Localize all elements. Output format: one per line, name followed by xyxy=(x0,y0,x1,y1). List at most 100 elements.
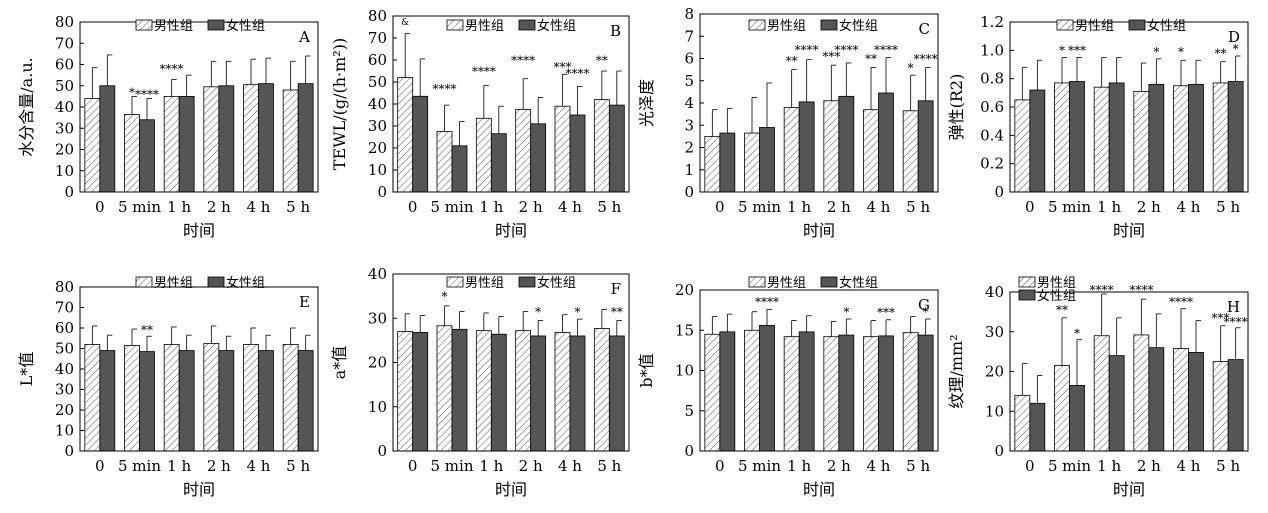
axes-frame xyxy=(392,15,630,193)
legend-swatch-male xyxy=(748,19,766,31)
bar-female xyxy=(490,133,507,193)
x-axis-title: 时间 xyxy=(803,480,835,499)
bar-female xyxy=(139,119,155,193)
legend-label-female: 女性组 xyxy=(1147,18,1186,34)
x-tick-label: 0 xyxy=(715,457,725,475)
bar-female xyxy=(412,332,429,452)
y-tick-label: 0 xyxy=(684,183,694,201)
legend: 男性组 女性组 xyxy=(446,18,576,34)
bar-female xyxy=(1029,402,1046,452)
bar-female xyxy=(297,83,314,193)
bar-female xyxy=(1227,81,1244,193)
legend-label-male: 男性组 xyxy=(767,19,806,34)
x-axis-title: 时间 xyxy=(183,221,215,240)
bar-male xyxy=(902,110,919,193)
y-tick-label: 40 xyxy=(368,265,387,283)
bar-male xyxy=(1054,82,1070,193)
bar-female xyxy=(1188,83,1204,193)
x-tick-label: 5 h xyxy=(1216,457,1240,475)
bar-male xyxy=(1014,99,1031,193)
y-tick-label: 10 xyxy=(675,362,694,380)
y-tick-label: 40 xyxy=(985,283,1004,301)
bar-male xyxy=(84,343,101,452)
bar-male xyxy=(593,328,610,452)
significance-label: **** xyxy=(472,64,496,78)
y-tick-label: 0 xyxy=(994,183,1004,201)
x-tick-label: 2 h xyxy=(1137,198,1161,216)
legend: 男性组 女性组 xyxy=(748,275,878,291)
significance-label: * xyxy=(1059,44,1065,58)
bar-male xyxy=(515,109,532,193)
y-tick-label: 0 xyxy=(377,183,387,201)
significance-label: & xyxy=(401,18,409,28)
bar-female xyxy=(878,335,894,452)
panel-E: 0 5 min 1 h 2 h 4 h 5 h ** 0 10 20 30 40 50 60 70 80 E 时间… xyxy=(17,275,319,499)
legend-label-male: 男性组 xyxy=(767,276,806,291)
bar-male xyxy=(1173,85,1189,193)
y-tick-label: 2 xyxy=(684,139,694,157)
y-tick-label: 1 xyxy=(684,161,694,179)
significance-label: **** xyxy=(914,52,938,66)
significance-label: *** xyxy=(822,50,840,64)
bar-female xyxy=(1029,89,1046,193)
bar-female xyxy=(530,123,547,193)
y-tick-label: 5 xyxy=(684,72,694,90)
bar-female xyxy=(258,350,274,452)
legend: 男性组 女性组 xyxy=(1056,18,1186,34)
bar-male xyxy=(1133,91,1150,193)
y-tick-label: 20 xyxy=(985,363,1004,381)
x-tick-label: 1 h xyxy=(1097,198,1121,216)
bar-female xyxy=(1148,347,1165,452)
y-tick-label: 10 xyxy=(55,422,74,440)
bar-male xyxy=(475,330,492,452)
bar-male xyxy=(783,107,800,193)
x-axis-title: 时间 xyxy=(495,221,527,240)
legend-label-male: 男性组 xyxy=(465,19,504,34)
y-tick-label: 30 xyxy=(55,381,74,399)
significance-label: * xyxy=(535,305,541,319)
x-tick-label: 5 h xyxy=(286,198,310,216)
bar-female xyxy=(798,101,815,193)
x-tick-label: 4 h xyxy=(558,457,582,475)
y-tick-label: 70 xyxy=(55,299,74,317)
legend-swatch-female xyxy=(207,19,225,31)
y-tick-label: 10 xyxy=(368,161,387,179)
x-axis-title: 时间 xyxy=(1113,221,1145,240)
y-tick-label: 1.0 xyxy=(980,41,1004,59)
panel-letter: A xyxy=(298,28,310,46)
bar-male xyxy=(124,114,140,193)
y-tick-label: 0 xyxy=(684,442,694,460)
y-tick-label: 4 xyxy=(684,94,694,112)
y-axis-title: L*值 xyxy=(17,352,36,387)
y-tick-label: 6 xyxy=(684,50,694,68)
significance-label: **** xyxy=(834,43,858,57)
legend: 男性组 女性组 xyxy=(446,275,576,291)
axes-frame xyxy=(79,21,319,193)
x-tick-label: 0 xyxy=(95,198,105,216)
y-tick-label: 10 xyxy=(55,162,74,180)
y-tick-label: 30 xyxy=(368,309,387,327)
bar-male xyxy=(1093,86,1110,193)
x-tick-label: 2 h xyxy=(1137,457,1161,475)
significance-label: **** xyxy=(1169,295,1193,309)
legend-label-male: 男性组 xyxy=(154,19,193,34)
y-tick-label: 15 xyxy=(675,321,694,339)
y-tick-label: 40 xyxy=(368,95,387,113)
x-tick-label: 5 min xyxy=(118,457,161,475)
y-tick-label: 7 xyxy=(684,27,694,45)
legend-label-male: 男性组 xyxy=(154,276,193,291)
axes-frame xyxy=(1009,21,1249,193)
bar-male xyxy=(203,342,220,452)
bar-female xyxy=(99,350,116,452)
significance-label: ** xyxy=(786,54,798,68)
significance-label: * xyxy=(442,290,448,304)
bar-male xyxy=(163,343,180,452)
y-axis-title: 水分含量/a.u. xyxy=(17,57,36,156)
bar-male xyxy=(823,336,840,452)
bar-female xyxy=(139,351,155,452)
panel-letter: F xyxy=(611,280,621,298)
y-axis-title: 纹理/mm² xyxy=(947,334,966,408)
